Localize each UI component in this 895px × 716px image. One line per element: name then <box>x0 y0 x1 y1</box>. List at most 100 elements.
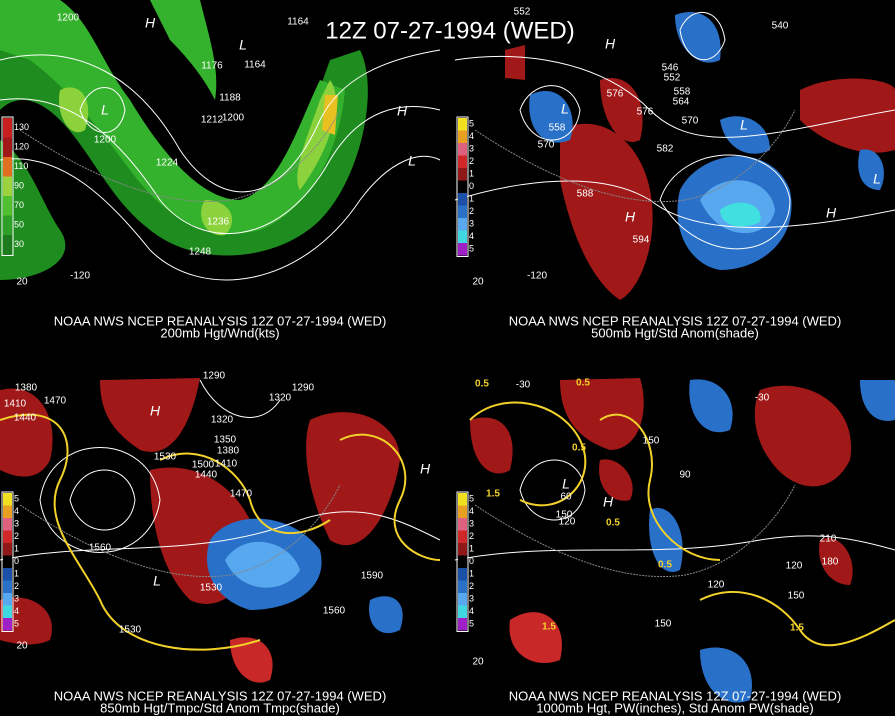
contour-label: 20 <box>472 277 484 288</box>
contour-label: -120 <box>70 271 90 282</box>
colorbar-swatch <box>458 505 467 518</box>
colorbar-label: 3 <box>469 594 474 604</box>
colorbar-swatch <box>458 118 467 131</box>
colorbar-swatch <box>458 543 467 556</box>
contour-label: 120 <box>708 580 725 591</box>
pressure-center: L <box>153 573 161 589</box>
contour-label: 120 <box>786 561 803 572</box>
colorbar-label: 3 <box>469 144 474 154</box>
colorbar-swatch <box>458 143 467 156</box>
colorbar-swatch <box>458 180 467 193</box>
colorbar-swatch <box>458 155 467 168</box>
colorbar-label: 5 <box>14 619 19 629</box>
colorbar-swatch <box>458 493 467 506</box>
colorbar-label: 4 <box>14 506 19 516</box>
colorbar-label: 4 <box>469 231 474 241</box>
colorbar-frame <box>456 116 469 257</box>
contour-label: 582 <box>657 144 674 155</box>
contour-label: 20 <box>16 277 28 288</box>
contour-label: 1380 <box>217 446 240 457</box>
contour-label: 1164 <box>244 60 266 71</box>
pressure-center: H <box>826 205 837 221</box>
panel-shading <box>0 378 403 683</box>
contour-label: -120 <box>527 271 547 282</box>
panel-caption: NOAA NWS NCEP REANALYSIS 12Z 07-27-1994 … <box>54 688 387 703</box>
contour-label: 1200 <box>222 113 245 124</box>
contour-label: 558 <box>549 123 566 134</box>
colorbar-frame <box>1 491 14 632</box>
colorbar-label: 5 <box>14 494 19 504</box>
pressure-center: H <box>420 461 431 477</box>
colorbar-label: 1 <box>14 544 19 554</box>
colorbar-label: 5 <box>469 244 474 254</box>
contour-label: 0.5 <box>576 378 590 389</box>
contour-label: 1590 <box>361 571 384 582</box>
colorbar-swatch <box>458 130 467 143</box>
pressure-center: L <box>873 171 881 187</box>
panel-caption: 850mb Hgt/Tmpc/Std Anom Tmpc(shade) <box>100 700 340 715</box>
colorbar-label: 4 <box>469 131 474 141</box>
panel-caption: NOAA NWS NCEP REANALYSIS 12Z 07-27-1994 … <box>54 313 387 328</box>
colorbar-swatch <box>458 168 467 181</box>
colorbar-label: 5 <box>469 619 474 629</box>
contour-label: 1560 <box>89 543 112 554</box>
panel-shading <box>470 378 895 703</box>
colorbar-label: 2 <box>469 531 474 541</box>
contour-label: 150 <box>643 436 660 447</box>
colorbar-swatch <box>3 580 12 593</box>
contour-label: 1560 <box>323 606 346 617</box>
colorbar-swatch <box>458 530 467 543</box>
contour-label: 1530 <box>200 583 223 594</box>
panel-caption: 1000mb Hgt, PW(inches), Std Anom PW(shad… <box>536 700 813 715</box>
contour-label: 558 <box>674 87 691 98</box>
colorbar-swatch <box>3 118 12 138</box>
colorbar-swatch <box>3 176 12 196</box>
contour-label: 1470 <box>230 489 253 500</box>
pressure-center: L <box>101 102 109 118</box>
colorbar-swatch <box>3 215 12 235</box>
colorbar-swatch <box>3 235 12 255</box>
colorbar-swatch <box>3 505 12 518</box>
contour-label: 564 <box>673 97 690 108</box>
pressure-center: L <box>562 476 570 492</box>
contours <box>0 12 895 651</box>
contour-label: 540 <box>772 21 789 32</box>
colorbar-label: 1 <box>469 194 474 204</box>
colorbar-label: 3 <box>14 519 19 529</box>
contour-label: 0.5 <box>475 379 489 390</box>
colorbar-label: 120 <box>14 142 29 152</box>
contour-label: 0.5 <box>606 518 620 529</box>
colorbar-label: 1 <box>469 544 474 554</box>
colorbar-label: 3 <box>469 219 474 229</box>
colorbar-label: 2 <box>14 531 19 541</box>
pressure-center: H <box>603 494 614 510</box>
colorbar-swatch <box>3 568 12 581</box>
colorbar-label: 2 <box>469 206 474 216</box>
colorbar-label: 2 <box>469 581 474 591</box>
colorbar-swatch <box>458 618 467 631</box>
colorbar-swatch <box>458 518 467 531</box>
contour-label: 1290 <box>203 371 226 382</box>
colorbar-frame <box>456 491 469 632</box>
panel-caption: 200mb Hgt/Wnd(kts) <box>160 325 279 340</box>
contour-label: 1176 <box>201 61 223 72</box>
colorbar-label: 4 <box>14 606 19 616</box>
pressure-center: H <box>150 403 161 419</box>
colorbar-swatch <box>458 555 467 568</box>
contour-label: 20 <box>16 641 28 652</box>
pressure-center: L <box>408 153 416 169</box>
contour-label: 1530 <box>119 625 142 636</box>
colorbar-label: 1 <box>469 169 474 179</box>
pressure-center: H <box>397 103 408 119</box>
contour-label: 552 <box>664 73 681 84</box>
colorbar-swatch <box>3 493 12 506</box>
contour-label: 570 <box>682 116 699 127</box>
contour-label: 1380 <box>15 383 38 394</box>
colorbar-swatch <box>3 137 12 157</box>
contour-label: 1410 <box>215 459 238 470</box>
contour-label: 1350 <box>214 435 237 446</box>
contour-label: 1530 <box>154 452 177 463</box>
contour-label: 0.5 <box>572 443 586 454</box>
contour-label: 1248 <box>189 247 212 258</box>
